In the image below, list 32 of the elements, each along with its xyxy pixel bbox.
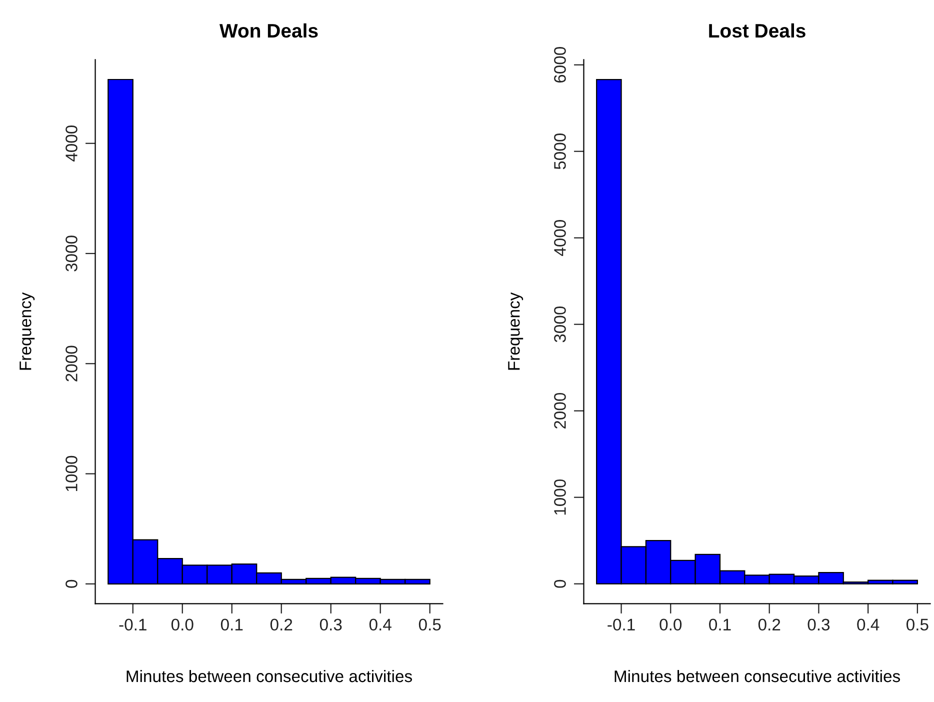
y-tick-label: 6000: [554, 46, 566, 83]
x-tick-label: 0.1: [220, 618, 243, 631]
y-tick-label: 3000: [66, 236, 78, 272]
y-axis-title: Frequency: [508, 292, 524, 370]
y-axis-title: Frequency: [20, 292, 35, 370]
y-tick-label: 1000: [554, 479, 566, 515]
y-tick-label: 3000: [554, 306, 566, 342]
x-tick-label: 0.3: [320, 618, 342, 631]
y-tick-label: 1000: [66, 456, 78, 492]
x-tick-label: 0.4: [857, 618, 880, 631]
x-tick-label: 0.2: [758, 618, 780, 631]
y-tick-label: 0: [66, 580, 78, 588]
x-axis-title: Minutes between consecutive activities: [614, 670, 900, 682]
x-tick-label: 0.3: [808, 618, 830, 631]
x-tick-label: 0.0: [171, 618, 194, 631]
y-tick-label: 4000: [66, 125, 78, 162]
x-axis-title: Minutes between consecutive activities: [126, 670, 412, 682]
x-tick-label: 0.5: [906, 618, 928, 631]
y-tick-label: 5000: [554, 133, 566, 170]
y-tick-label: 4000: [554, 220, 566, 256]
chart-title: Won Deals: [219, 23, 318, 38]
y-tick-label: 2000: [66, 346, 78, 382]
x-tick-label: 0.4: [369, 618, 392, 631]
x-tick-label: 0.1: [709, 618, 731, 631]
x-tick-label: 0.5: [418, 618, 441, 631]
x-tick-label: -0.1: [119, 618, 146, 631]
x-tick-label: 0.2: [270, 618, 292, 631]
x-tick-label: 0.0: [660, 618, 682, 631]
y-tick-label: 2000: [554, 392, 566, 429]
chart-title: Lost Deals: [709, 23, 806, 38]
y-tick-label: 0: [554, 580, 566, 588]
x-tick-label: -0.1: [608, 618, 635, 631]
